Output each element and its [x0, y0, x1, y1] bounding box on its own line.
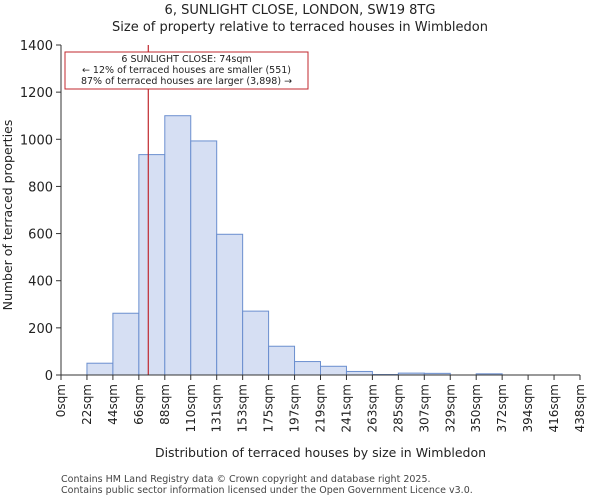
histogram-bar: [268, 345, 296, 376]
x-tick-label: 131sqm: [210, 384, 224, 432]
marker-layer: 6 SUNLIGHT CLOSE: 74sqm← 12% of terraced…: [64, 45, 309, 375]
x-tick-label: 175sqm: [262, 384, 276, 432]
x-tick-label: 350sqm: [469, 384, 483, 432]
histogram-bar: [320, 365, 347, 376]
annotation-line: ← 12% of terraced houses are smaller (55…: [82, 65, 291, 76]
axes-layer: [56, 44, 581, 380]
x-tick-label: 285sqm: [391, 384, 405, 432]
histogram-bar: [216, 233, 244, 376]
annotation-line: 6 SUNLIGHT CLOSE: 74sqm: [121, 54, 251, 65]
histogram-bar: [138, 154, 166, 376]
x-tick-label: 0sqm: [54, 384, 68, 417]
labels-layer: 0 200 400 600 800 1000 1200 1400 0sqm 22sqm 44sqm 6…: [0, 39, 587, 460]
chart-title: 6, SUNLIGHT CLOSE, LONDON, SW19 8TG: [164, 3, 436, 18]
x-tick-label: 219sqm: [314, 384, 328, 432]
histogram-bar: [164, 115, 192, 376]
y-tick-label: 200: [28, 322, 53, 337]
x-tick-label: 22sqm: [80, 384, 94, 425]
footer-copyright: Contains HM Land Registry data © Crown c…: [61, 474, 431, 485]
y-tick-label: 0: [45, 369, 53, 384]
y-tick-label: 400: [28, 275, 53, 290]
footer-licence: Contains public sector information licen…: [61, 485, 473, 496]
x-tick-label: 197sqm: [288, 384, 302, 432]
x-tick-label: 416sqm: [547, 384, 561, 432]
x-tick-label: 438sqm: [573, 384, 587, 432]
y-tick-label: 1200: [20, 86, 53, 101]
histogram-bar: [86, 362, 114, 376]
x-tick-label: 241sqm: [339, 384, 353, 432]
x-tick-label: 263sqm: [365, 384, 379, 432]
annotation-line: 87% of terraced houses are larger (3,898…: [81, 76, 292, 87]
y-tick-label: 1000: [20, 133, 53, 148]
bars-layer: [86, 115, 503, 376]
x-axis-label: Distribution of terraced houses by size …: [155, 445, 486, 460]
x-tick-label: 66sqm: [132, 384, 146, 425]
x-tick-label: 372sqm: [495, 384, 509, 432]
x-tick-label: 329sqm: [443, 384, 457, 432]
histogram-bar: [190, 140, 218, 376]
annotation-box: [64, 51, 309, 90]
x-tick-label: 44sqm: [106, 384, 120, 425]
y-axis-label: Number of terraced properties: [0, 120, 15, 311]
y-tick-label: 1400: [20, 39, 53, 54]
histogram-bar: [242, 310, 270, 376]
chart-subtitle: Size of property relative to terraced ho…: [112, 20, 488, 35]
histogram-bar: [294, 361, 321, 376]
y-tick-label: 600: [28, 228, 53, 243]
y-tick-label: 800: [28, 180, 53, 195]
x-tick-label: 88sqm: [158, 384, 172, 425]
x-tick-label: 307sqm: [417, 384, 431, 432]
histogram-bar: [345, 370, 373, 376]
x-tick-label: 394sqm: [521, 384, 535, 432]
x-tick-label: 110sqm: [184, 384, 198, 432]
x-tick-label: 153sqm: [236, 384, 250, 432]
histogram-bar: [112, 312, 140, 376]
